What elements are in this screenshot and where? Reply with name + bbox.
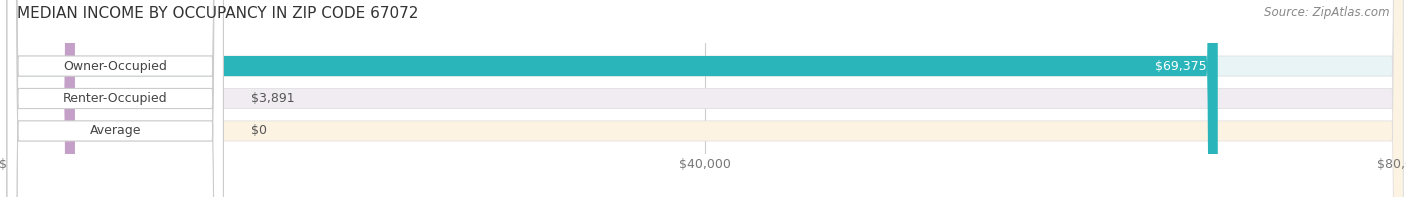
Text: $69,375: $69,375 (1154, 59, 1206, 72)
FancyBboxPatch shape (7, 0, 1403, 197)
FancyBboxPatch shape (7, 0, 224, 197)
Text: Renter-Occupied: Renter-Occupied (63, 92, 167, 105)
Text: Owner-Occupied: Owner-Occupied (63, 59, 167, 72)
Text: $3,891: $3,891 (252, 92, 295, 105)
FancyBboxPatch shape (7, 0, 1403, 197)
Text: Average: Average (90, 125, 141, 138)
FancyBboxPatch shape (7, 0, 224, 197)
Text: Source: ZipAtlas.com: Source: ZipAtlas.com (1264, 6, 1389, 19)
FancyBboxPatch shape (7, 0, 224, 197)
FancyBboxPatch shape (7, 0, 1403, 197)
Text: $0: $0 (252, 125, 267, 138)
FancyBboxPatch shape (7, 0, 75, 197)
Text: MEDIAN INCOME BY OCCUPANCY IN ZIP CODE 67072: MEDIAN INCOME BY OCCUPANCY IN ZIP CODE 6… (17, 6, 418, 21)
FancyBboxPatch shape (7, 0, 1218, 197)
